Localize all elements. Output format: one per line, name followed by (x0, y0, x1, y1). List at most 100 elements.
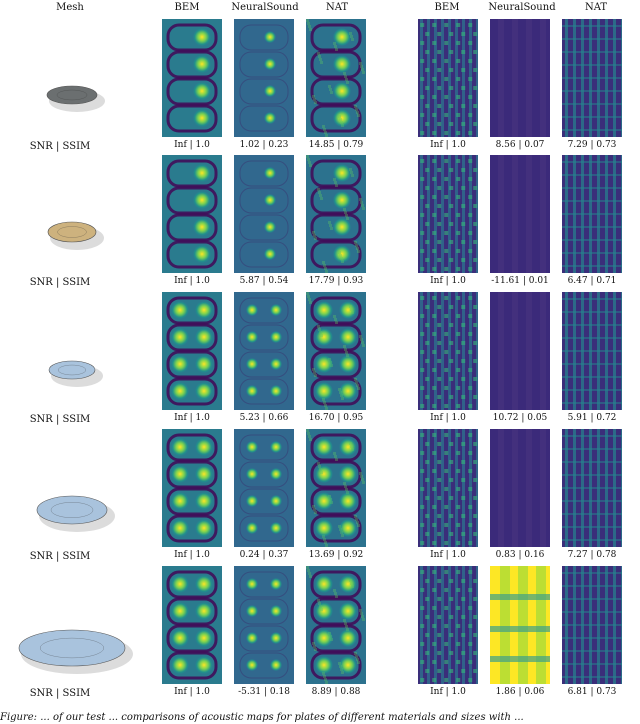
mode-blob (315, 328, 333, 346)
mode-blob (195, 602, 213, 620)
mode-blob (171, 438, 189, 456)
mode-blob (171, 575, 189, 593)
metric-left-neuralsound-row-1: 1.02 | 0.23 (239, 140, 289, 150)
acoustic-map-left-neuralsound-row-1 (234, 19, 294, 137)
acoustic-map-right-neuralsound-row-3 (490, 292, 550, 410)
metric-left-nat-row-3: 16.70 | 0.95 (308, 413, 364, 423)
mode-blob (195, 629, 213, 647)
header-right-neuralsound: NeuralSound (488, 2, 556, 13)
mode-blob (246, 632, 258, 644)
mode-blob (246, 441, 258, 453)
metric-right-bem-row-4: Inf | 1.0 (430, 550, 466, 560)
mode-blob (339, 629, 357, 647)
metric-right-nat-row-2: 6.47 | 0.71 (567, 276, 617, 286)
mode-blob (195, 492, 213, 510)
mode-blob (246, 304, 258, 316)
header-left-bem: BEM (174, 2, 200, 13)
metric-right-bem-row-2: Inf | 1.0 (430, 276, 466, 286)
acoustic-map-right-bem-row-1 (418, 19, 478, 137)
acoustic-map-right-nat-row-1 (562, 19, 622, 137)
mode-blob (270, 304, 282, 316)
mode-blob (246, 495, 258, 507)
plate-mesh-1 (7, 65, 137, 129)
mode-blob (193, 109, 211, 127)
mode-blob (246, 605, 258, 617)
metric-left-nat-row-2: 17.79 | 0.93 (308, 276, 364, 286)
metric-left-neuralsound-row-2: 5.87 | 0.54 (239, 276, 289, 286)
mode-blob (171, 519, 189, 537)
mode-blob (195, 301, 213, 319)
mode-blob (333, 82, 351, 100)
acoustic-map-left-bem-row-3 (162, 292, 222, 410)
mode-blob (315, 301, 333, 319)
mode-blob (195, 656, 213, 674)
mode-blob (315, 656, 333, 674)
mode-blob (270, 468, 282, 480)
mode-blob (270, 522, 282, 534)
mode-blob (195, 355, 213, 373)
acoustic-map-right-neuralsound-row-4 (490, 429, 550, 547)
mode-blob (339, 438, 357, 456)
mode-blob (315, 382, 333, 400)
mode-blob (195, 438, 213, 456)
metric-right-nat-row-1: 7.29 | 0.73 (567, 140, 617, 150)
mode-blob (339, 602, 357, 620)
acoustic-map-left-nat-row-4 (306, 429, 366, 547)
metric-right-neuralsound-row-3: 10.72 | 0.05 (492, 413, 548, 423)
mode-blob (270, 358, 282, 370)
mode-blob (333, 55, 351, 73)
acoustic-map-right-nat-row-5 (562, 566, 622, 684)
mode-blob (264, 58, 276, 70)
acoustic-map-right-nat-row-3 (562, 292, 622, 410)
metric-left-bem-row-3: Inf | 1.0 (174, 413, 210, 423)
mode-blob (339, 355, 357, 373)
mode-blob (193, 245, 211, 263)
acoustic-map-left-nat-row-5 (306, 566, 366, 684)
acoustic-map-right-neuralsound-row-5 (490, 566, 550, 684)
mode-blob (264, 112, 276, 124)
plate-mesh-3 (7, 340, 137, 404)
mode-blob (270, 495, 282, 507)
mode-blob (270, 659, 282, 671)
mode-blob (264, 248, 276, 260)
mode-blob (270, 385, 282, 397)
mode-blob (315, 575, 333, 593)
header-left-neuralsound: NeuralSound (231, 2, 299, 13)
metric-right-bem-row-3: Inf | 1.0 (430, 413, 466, 423)
mode-blob (246, 522, 258, 534)
mode-blob (270, 331, 282, 343)
mode-blob (171, 602, 189, 620)
plate-mesh-5 (7, 618, 137, 682)
mode-blob (270, 605, 282, 617)
mode-blob (339, 656, 357, 674)
acoustic-map-right-neuralsound-row-2 (490, 155, 550, 273)
mode-blob (171, 355, 189, 373)
mode-blob (339, 301, 357, 319)
mode-blob (339, 575, 357, 593)
acoustic-map-left-neuralsound-row-5 (234, 566, 294, 684)
mode-blob (339, 328, 357, 346)
acoustic-map-left-nat-row-2 (306, 155, 366, 273)
metric-left-bem-row-4: Inf | 1.0 (174, 550, 210, 560)
mode-blob (193, 164, 211, 182)
mode-blob (246, 468, 258, 480)
metric-left-bem-row-5: Inf | 1.0 (174, 687, 210, 697)
acoustic-map-right-bem-row-5 (418, 566, 478, 684)
acoustic-map-left-nat-row-1 (306, 19, 366, 137)
mode-blob (333, 164, 351, 182)
mode-blob (195, 465, 213, 483)
mode-blob (333, 28, 351, 46)
mode-blob (193, 55, 211, 73)
figure-caption: Figure: ... of our test ... comparisons … (0, 712, 524, 723)
mode-blob (264, 31, 276, 43)
mode-blob (339, 519, 357, 537)
header-right-nat: NAT (584, 2, 608, 13)
mode-blob (264, 85, 276, 97)
header-right-bem: BEM (434, 2, 460, 13)
header-left-nat: NAT (325, 2, 349, 13)
mode-blob (333, 191, 351, 209)
metric-left-nat-row-1: 14.85 | 0.79 (308, 140, 364, 150)
mode-blob (195, 328, 213, 346)
mode-blob (246, 578, 258, 590)
acoustic-map-right-bem-row-2 (418, 155, 478, 273)
